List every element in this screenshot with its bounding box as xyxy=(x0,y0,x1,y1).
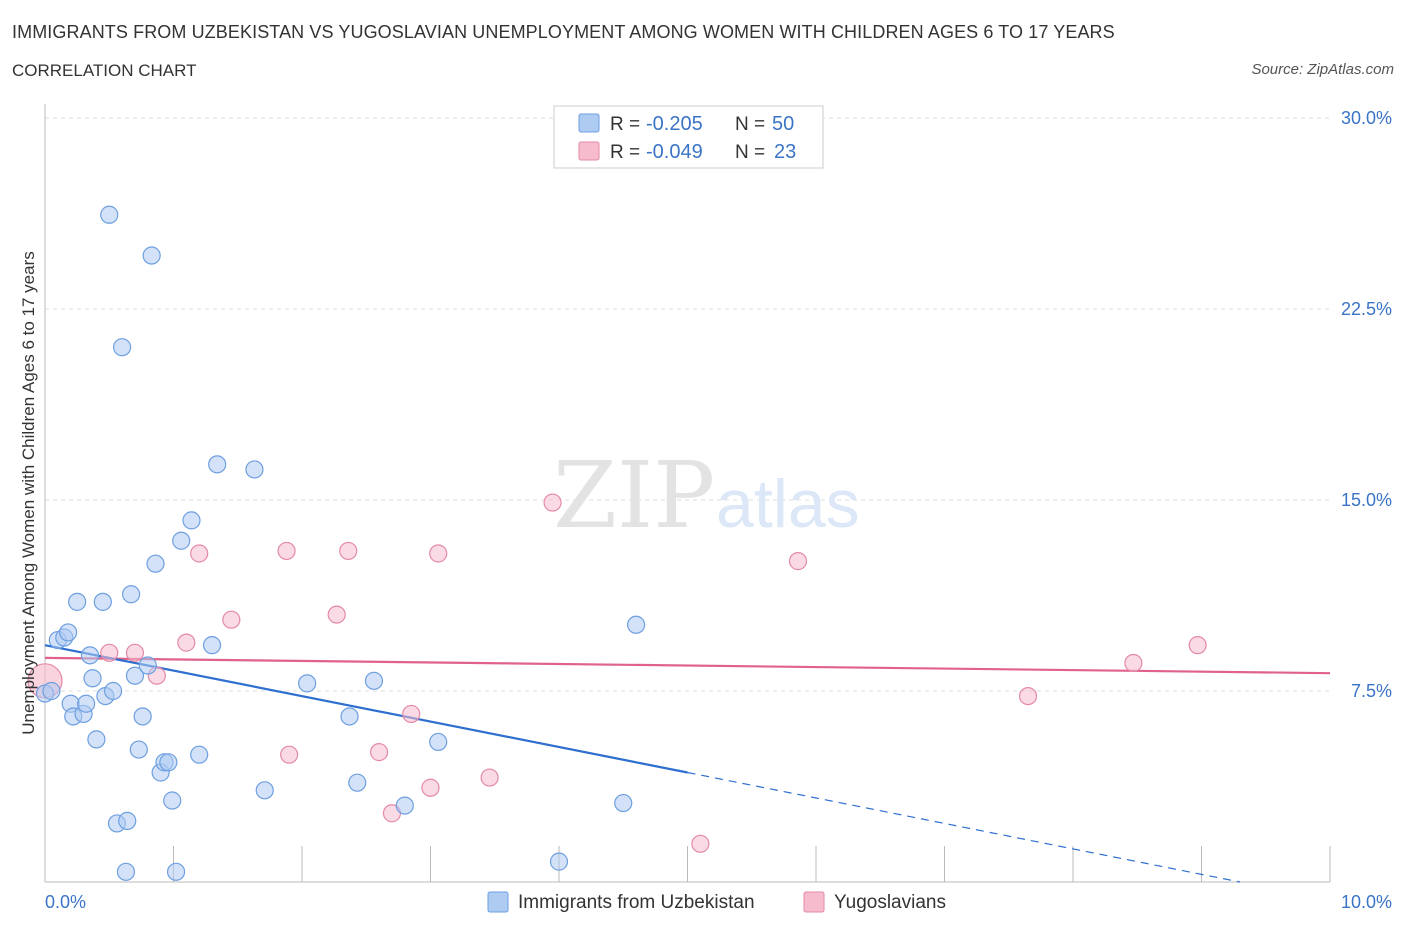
legend-bottom-swatch-pink xyxy=(803,891,825,913)
yugo-point-9 xyxy=(327,605,346,624)
yugo-point-17 xyxy=(543,493,562,512)
legend-bottom-label-uzbekistan: Immigrants from Uzbekistan xyxy=(518,892,755,913)
uzbek-point-26 xyxy=(142,246,161,265)
x-axis-ticks xyxy=(173,846,1331,882)
y-tick-label-7.5: 7.5% xyxy=(1351,681,1392,701)
legend-n-label-1: N = xyxy=(735,114,765,135)
yugo-point-6 xyxy=(222,610,241,629)
uzbek-point-21 xyxy=(121,585,141,604)
uzbek-point-22 xyxy=(125,666,145,685)
yugo-point-10 xyxy=(339,541,358,561)
yugo-point-15 xyxy=(429,544,448,563)
yugo-point-2 xyxy=(125,643,145,662)
yugo-point-18 xyxy=(691,834,710,853)
yugo-point-11 xyxy=(370,743,389,762)
watermark-zip: ZIP xyxy=(553,442,715,549)
yugo-point-4 xyxy=(177,633,196,652)
yugo-point-14 xyxy=(421,778,440,797)
yugo-point-5 xyxy=(190,544,209,563)
legend-r-value-1: -0.205 xyxy=(646,113,703,135)
uzbek-point-23 xyxy=(129,740,148,759)
yugo-point-16 xyxy=(480,768,499,787)
chart-title: IMMIGRANTS FROM UZBEKISTAN VS YUGOSLAVIA… xyxy=(12,22,1115,42)
legend-r-value-2: -0.049 xyxy=(646,141,703,163)
series-uzbekistan-points xyxy=(35,205,646,881)
y-tick-label-15: 15.0% xyxy=(1341,490,1392,510)
legend-n-value-2: 23 xyxy=(774,141,796,163)
uzbek-point-31 xyxy=(163,791,182,810)
x-tick-label-10: 10.0% xyxy=(1341,892,1392,912)
legend-swatch-pink xyxy=(578,141,600,161)
uzbek-point-7 xyxy=(68,592,87,611)
trend-line-yugoslavians xyxy=(44,656,1331,675)
uzbek-point-19 xyxy=(116,862,136,881)
gridlines xyxy=(45,117,1330,692)
uzbek-point-36 xyxy=(202,636,222,655)
yugo-point-20 xyxy=(1018,686,1038,706)
uzbek-point-44 xyxy=(395,796,414,815)
source-label: Source: ZipAtlas.com xyxy=(1251,61,1394,78)
uzbek-point-20 xyxy=(118,811,137,830)
y-axis-label: Unemployment Among Women with Children A… xyxy=(19,251,38,735)
correlation-legend: R = -0.205 N = 50 R = -0.049 N = 23 xyxy=(553,105,824,169)
uzbek-point-4 xyxy=(59,623,78,642)
uzbek-point-18 xyxy=(112,338,132,357)
yugo-point-13 xyxy=(402,704,421,724)
watermark-atlas: atlas xyxy=(716,466,860,542)
legend-bottom-label-yugoslavians: Yugoslavians xyxy=(834,892,946,913)
uzbek-point-37 xyxy=(208,455,227,474)
uzbek-point-15 xyxy=(100,205,119,224)
uzbek-point-1 xyxy=(42,681,61,701)
yugo-point-22 xyxy=(1188,636,1207,655)
series-legend: Immigrants from Uzbekistan Yugoslavians xyxy=(487,891,946,913)
yugo-point-8 xyxy=(280,745,299,764)
yugo-point-21 xyxy=(1124,653,1143,673)
uzbek-point-42 xyxy=(348,773,367,792)
legend-n-value-1: 50 xyxy=(772,113,794,135)
yugo-point-1 xyxy=(100,643,119,662)
uzbek-point-39 xyxy=(255,781,274,800)
uzbek-point-30 xyxy=(159,753,178,772)
x-tick-label-0: 0.0% xyxy=(45,892,86,912)
uzbek-point-38 xyxy=(245,460,264,479)
uzbek-point-27 xyxy=(146,554,165,573)
uzbek-point-25 xyxy=(138,656,157,675)
uzbek-point-13 xyxy=(93,592,112,611)
uzbek-point-32 xyxy=(166,862,186,881)
uzbek-point-40 xyxy=(298,674,317,693)
uzbek-point-43 xyxy=(364,671,384,690)
legend-r-label-1: R = xyxy=(610,114,640,135)
uzbek-point-10 xyxy=(80,646,100,665)
uzbek-point-41 xyxy=(340,707,359,726)
uzbek-point-16 xyxy=(104,681,123,701)
y-tick-label-22.5: 22.5% xyxy=(1341,299,1392,319)
legend-bottom-swatch-blue xyxy=(487,891,509,913)
uzbek-point-11 xyxy=(83,669,102,688)
yugo-point-7 xyxy=(277,541,296,561)
legend-r-label-2: R = xyxy=(610,142,640,163)
uzbek-point-12 xyxy=(87,730,106,749)
uzbek-point-9 xyxy=(77,694,96,713)
uzbek-point-48 xyxy=(626,615,646,634)
uzbek-point-34 xyxy=(182,511,201,530)
uzbek-point-33 xyxy=(172,531,191,550)
uzbek-point-45 xyxy=(429,732,448,752)
chart-subtitle: CORRELATION CHART xyxy=(12,61,197,80)
trend-line-uzbekistan-extension xyxy=(687,771,1241,883)
uzbek-point-47 xyxy=(614,793,633,813)
y-tick-labels: 7.5% 15.0% 22.5% 30.0% xyxy=(1341,108,1392,701)
yugo-point-19 xyxy=(788,552,808,571)
y-tick-label-30: 30.0% xyxy=(1341,108,1392,128)
legend-swatch-blue xyxy=(578,113,600,133)
legend-n-label-2: N = xyxy=(735,142,765,163)
uzbek-point-35 xyxy=(190,745,209,764)
uzbek-point-24 xyxy=(133,707,152,726)
series-yugoslavians-points xyxy=(27,493,1207,853)
uzbek-point-46 xyxy=(549,852,569,871)
